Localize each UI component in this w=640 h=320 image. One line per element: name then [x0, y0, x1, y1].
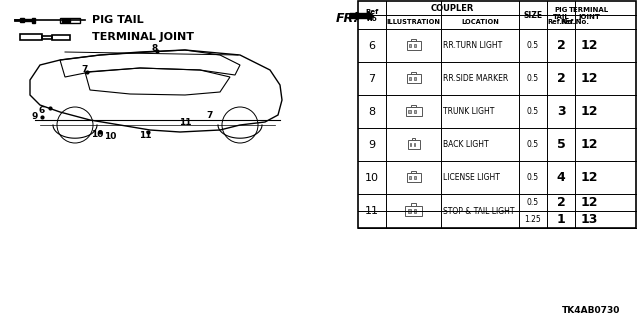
Text: 8: 8 — [369, 107, 376, 116]
Text: 6: 6 — [369, 41, 376, 51]
FancyArrow shape — [350, 12, 374, 20]
Text: RR.SIDE MARKER: RR.SIDE MARKER — [443, 74, 508, 83]
Bar — [411, 203, 416, 206]
Text: 1.25: 1.25 — [525, 215, 541, 224]
Bar — [408, 110, 411, 113]
Text: 7: 7 — [369, 74, 376, 84]
Text: 0.5: 0.5 — [527, 74, 539, 83]
Bar — [406, 173, 420, 182]
Bar — [413, 143, 415, 146]
Text: 9: 9 — [32, 111, 38, 121]
Text: LICENSE LIGHT: LICENSE LIGHT — [443, 173, 500, 182]
Text: 1: 1 — [557, 213, 565, 226]
Text: STOP & TAIL LIGHT: STOP & TAIL LIGHT — [443, 206, 515, 215]
Text: 12: 12 — [580, 138, 598, 151]
Text: TERMINAL JOINT: TERMINAL JOINT — [92, 32, 194, 42]
Text: LOCATION: LOCATION — [461, 19, 499, 25]
Text: 12: 12 — [580, 105, 598, 118]
Text: 12: 12 — [580, 72, 598, 85]
Text: 10: 10 — [91, 130, 103, 139]
Text: BACK LIGHT: BACK LIGHT — [443, 140, 488, 149]
Text: RR.TURN LIGHT: RR.TURN LIGHT — [443, 41, 502, 50]
Bar — [62, 19, 70, 21]
Bar — [52, 35, 70, 39]
Text: FR.: FR. — [336, 12, 359, 25]
Text: 6: 6 — [39, 106, 45, 115]
Text: 12: 12 — [580, 196, 598, 209]
Text: 12: 12 — [580, 171, 598, 184]
Bar — [413, 176, 416, 179]
Text: COUPLER: COUPLER — [431, 4, 474, 12]
Bar — [412, 138, 415, 140]
Text: Ref.No.: Ref.No. — [547, 19, 575, 25]
Bar — [413, 44, 416, 47]
Text: TERMINAL
JOINT: TERMINAL JOINT — [569, 6, 609, 20]
Bar — [413, 209, 416, 213]
Bar — [406, 107, 422, 116]
Bar — [409, 176, 411, 179]
Text: PIG
TAIL: PIG TAIL — [552, 6, 570, 20]
Text: Ref.No.: Ref.No. — [561, 19, 589, 25]
Bar — [405, 206, 422, 216]
Bar — [20, 18, 24, 22]
Text: 2: 2 — [557, 72, 565, 85]
Bar — [20, 34, 42, 40]
Text: 11: 11 — [365, 206, 379, 216]
Bar — [413, 110, 416, 113]
Bar — [409, 77, 411, 80]
Bar — [411, 105, 416, 107]
Text: 12: 12 — [580, 39, 598, 52]
Text: 9: 9 — [369, 140, 376, 149]
Text: 11: 11 — [179, 117, 191, 126]
Text: 8: 8 — [152, 44, 158, 52]
Bar — [408, 140, 419, 149]
Text: 2: 2 — [557, 39, 565, 52]
Bar — [32, 18, 35, 22]
Text: TRUNK LIGHT: TRUNK LIGHT — [443, 107, 494, 116]
Text: 7: 7 — [82, 65, 88, 74]
Text: 0.5: 0.5 — [527, 198, 539, 207]
Bar — [42, 36, 52, 38]
Text: PIG TAIL: PIG TAIL — [92, 15, 143, 25]
Text: 0.5: 0.5 — [527, 140, 539, 149]
Text: 3: 3 — [557, 105, 565, 118]
Text: 10: 10 — [365, 172, 379, 182]
Bar — [410, 143, 412, 146]
Bar — [24, 19, 32, 21]
Bar — [412, 171, 415, 173]
Bar — [406, 74, 420, 83]
Bar — [60, 18, 80, 22]
Bar — [358, 1, 636, 228]
Bar — [413, 77, 416, 80]
Bar — [406, 41, 420, 50]
Text: 0.5: 0.5 — [527, 41, 539, 50]
Text: Ref
No: Ref No — [365, 9, 379, 21]
Text: 5: 5 — [557, 138, 565, 151]
Text: ILLUSTRATION: ILLUSTRATION — [387, 19, 440, 25]
Text: 4: 4 — [557, 171, 565, 184]
Text: 10: 10 — [104, 132, 116, 140]
Bar — [412, 39, 415, 41]
Bar — [409, 44, 411, 47]
Text: SIZE: SIZE — [524, 11, 543, 20]
Bar — [412, 72, 415, 74]
Text: 2: 2 — [557, 196, 565, 209]
Text: 0.5: 0.5 — [527, 173, 539, 182]
Text: TK4AB0730: TK4AB0730 — [562, 306, 620, 315]
Text: 13: 13 — [580, 213, 598, 226]
Text: 11: 11 — [139, 131, 151, 140]
Text: 7: 7 — [207, 110, 213, 119]
Text: 0.5: 0.5 — [527, 107, 539, 116]
Bar — [408, 209, 411, 213]
